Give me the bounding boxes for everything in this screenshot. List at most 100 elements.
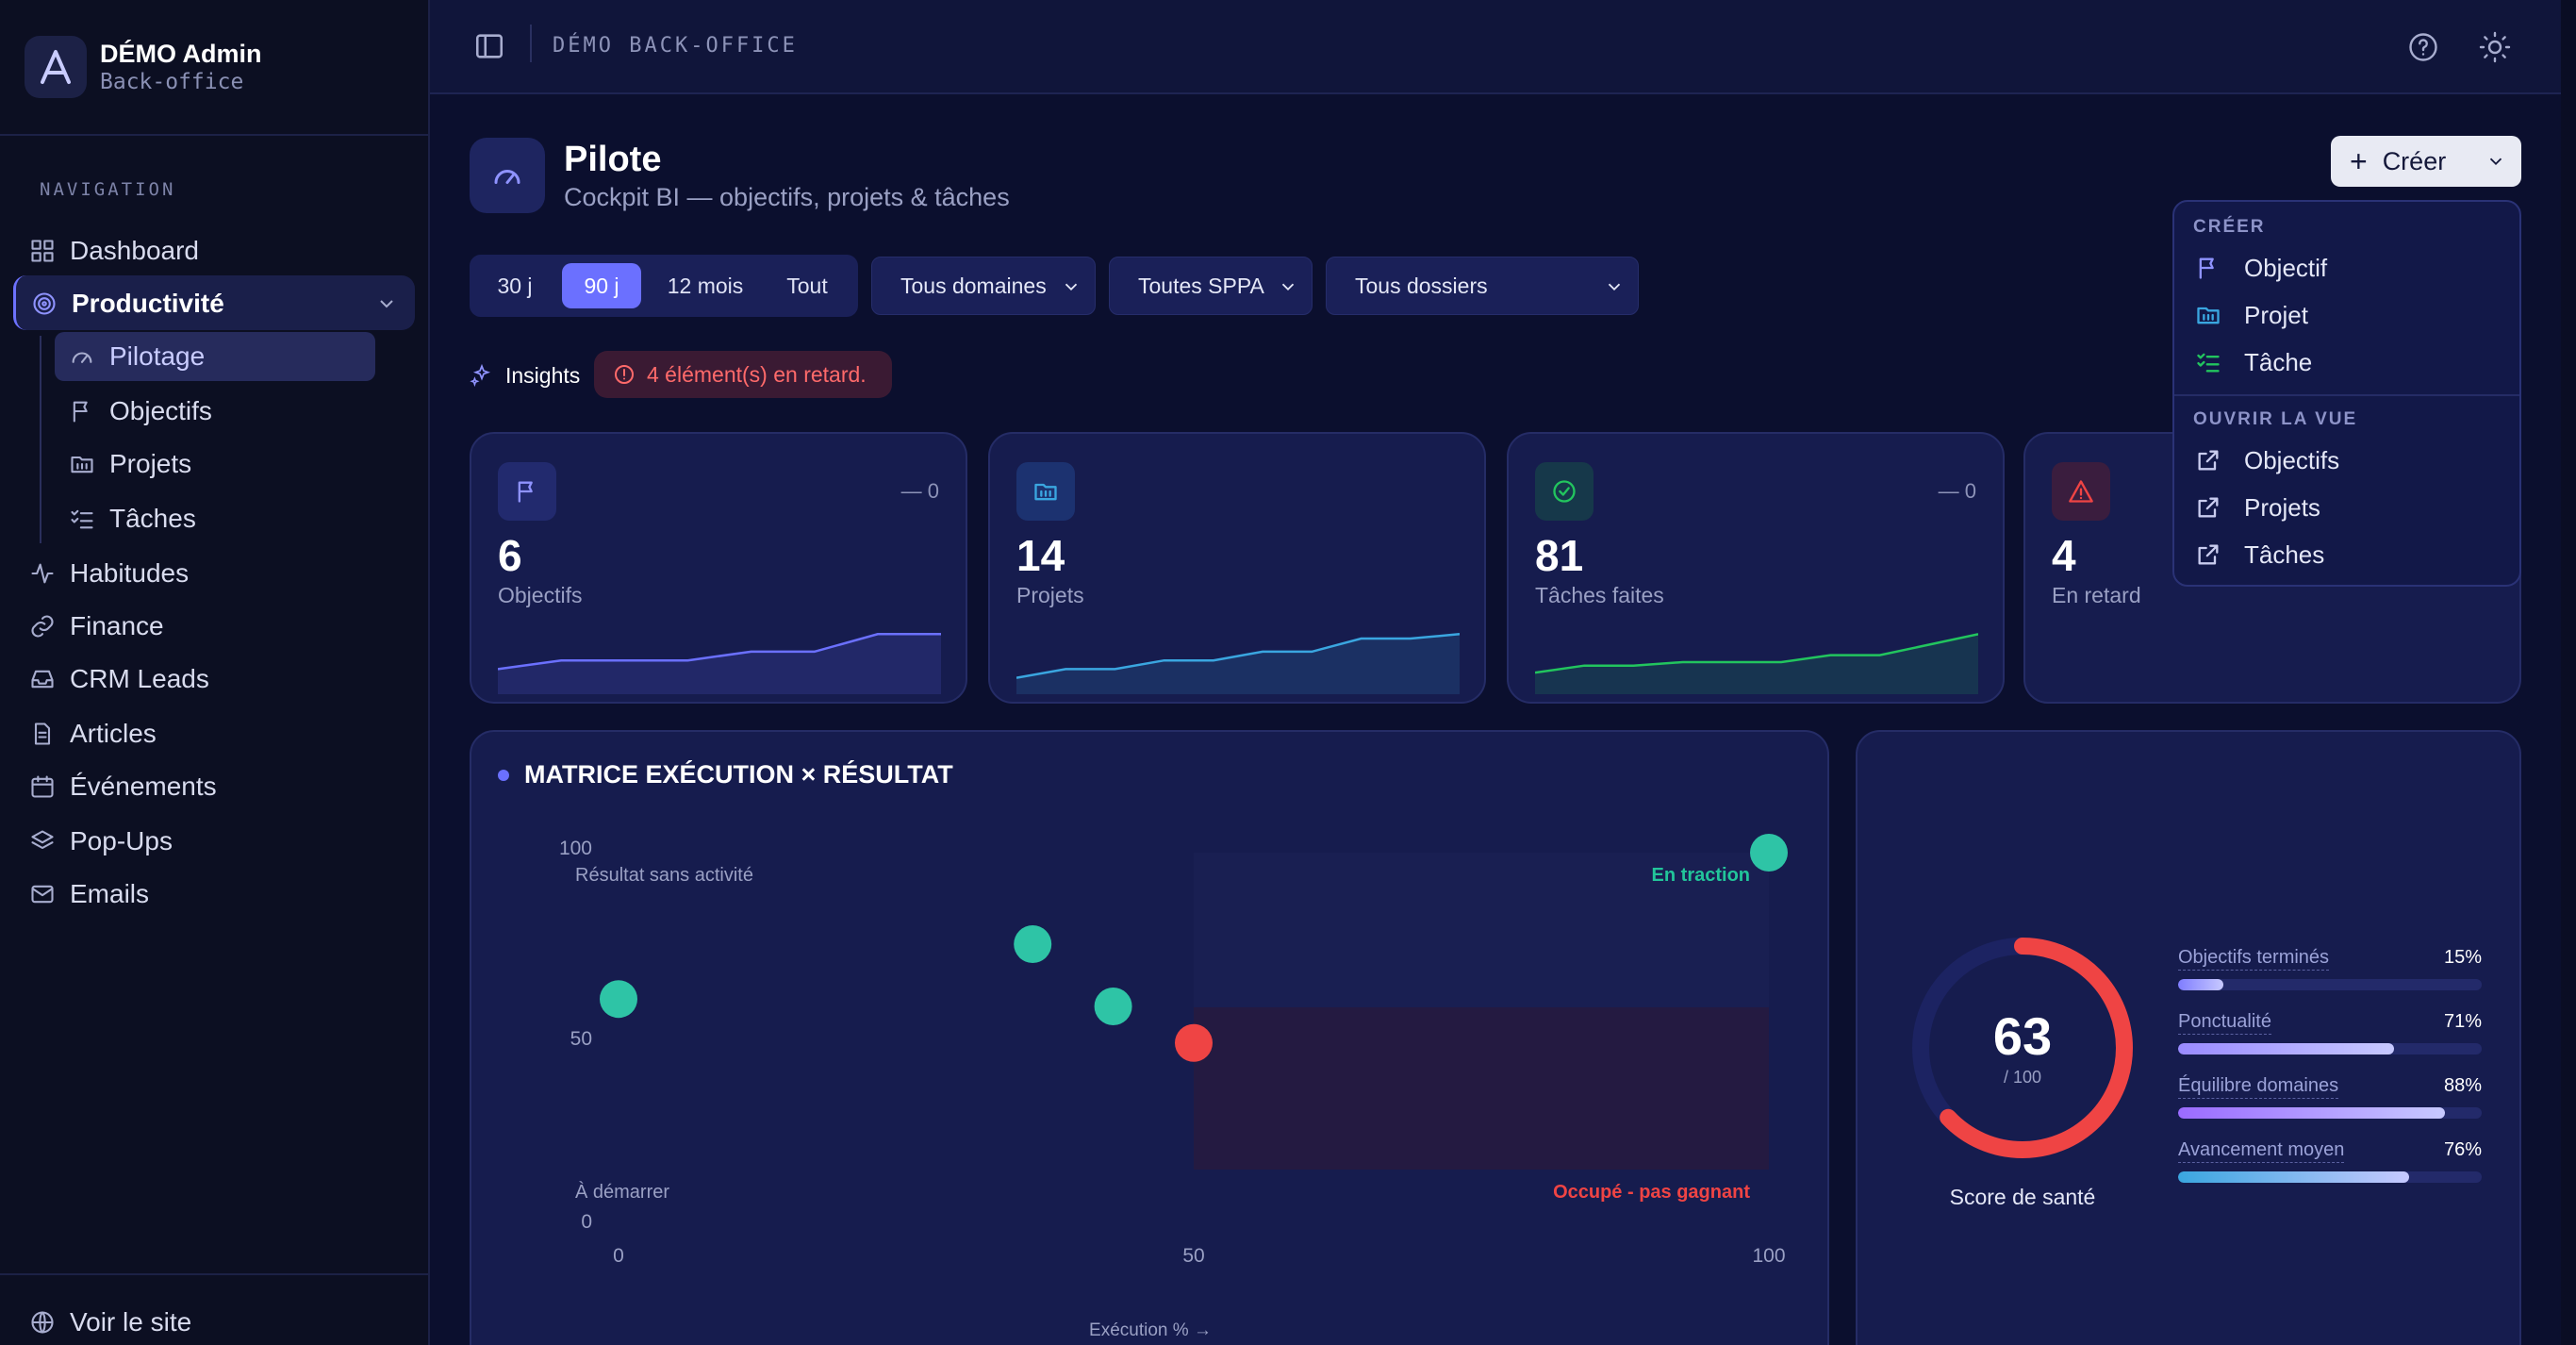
sidebar-item-label: Pop-Ups <box>70 826 173 855</box>
divider <box>0 134 430 136</box>
folder-icon <box>2197 307 2220 324</box>
menu-item-create-tache[interactable]: Tâche <box>2195 343 2312 381</box>
overdue-alert-badge[interactable]: 4 élément(s) en retard. <box>594 351 892 398</box>
menu-item-open-taches[interactable]: Tâches <box>2195 536 2324 573</box>
x-tick-label: 100 <box>1752 1245 1785 1267</box>
matrix-card: Résultat sans activité En traction À dém… <box>470 730 1829 1345</box>
sidebar-item-objectifs[interactable]: Objectifs <box>68 387 212 436</box>
sidebar-group-productivite[interactable]: Productivité <box>30 279 224 328</box>
globe-icon <box>28 1308 57 1337</box>
target-icon <box>30 290 58 318</box>
period-90j[interactable]: 90 j <box>562 263 641 308</box>
menu-item-open-projets[interactable]: Projets <box>2195 489 2320 526</box>
kpi-card-taches[interactable]: — 0 81 Tâches faites <box>1507 432 2005 704</box>
sidebar-item-popups[interactable]: Pop-Ups <box>28 817 173 866</box>
domain-select-value: Tous domaines <box>900 273 1047 298</box>
overdue-alert-text: 4 élément(s) en retard. <box>647 361 867 387</box>
checklist-icon <box>2197 353 2220 373</box>
insights-label: Insights <box>505 362 581 388</box>
sun-icon[interactable] <box>2478 30 2512 64</box>
sidebar-item-emails[interactable]: Emails <box>28 870 149 919</box>
sparkline <box>498 633 941 694</box>
brand-logo <box>25 36 87 98</box>
scatter-point[interactable] <box>1094 987 1132 1025</box>
page-title: Pilote <box>564 140 662 179</box>
flag-icon <box>498 462 556 521</box>
metric-equilibre-domaines[interactable]: Équilibre domaines 88% <box>2178 1075 2482 1132</box>
metric-name: Avancement moyen <box>2178 1139 2345 1163</box>
scatter-point[interactable] <box>600 980 637 1019</box>
sidebar-item-label: Événements <box>70 772 217 801</box>
period-30j[interactable]: 30 j <box>497 273 533 298</box>
chevron-down-icon[interactable] <box>375 292 398 315</box>
page-subtitle: Cockpit BI — objectifs, projets & tâches <box>564 183 1010 211</box>
sidebar-item-dashboard[interactable]: Dashboard <box>28 226 199 275</box>
sppa-select-value: Toutes SPPA <box>1138 273 1264 298</box>
sidebar-item-crm[interactable]: CRM Leads <box>28 655 209 704</box>
folder-icon <box>1016 462 1075 521</box>
sidebar-item-label: Objectifs <box>109 396 212 425</box>
dropdown-section-create: CRÉER <box>2193 217 2266 237</box>
metric-avancement-moyen[interactable]: Avancement moyen 76% <box>2178 1139 2482 1196</box>
period-tout[interactable]: Tout <box>786 273 828 298</box>
metric-value: 76% <box>2443 1139 2482 1160</box>
insights[interactable]: Insights <box>470 358 580 392</box>
metric-ponctualite[interactable]: Ponctualité 71% <box>2178 1011 2482 1068</box>
nav-section-title: NAVIGATION <box>40 179 176 200</box>
menu-item-create-objectif[interactable]: Objectif <box>2195 249 2327 287</box>
sidebar-toggle-icon[interactable] <box>473 30 505 62</box>
domain-select[interactable]: Tous domaines <box>871 257 1096 315</box>
kpi-value: 14 <box>1016 531 1065 580</box>
menu-item-open-objectifs[interactable]: Objectifs <box>2195 441 2339 479</box>
chevron-down-icon <box>1281 283 1295 291</box>
checklist-icon <box>68 505 96 533</box>
menu-item-create-projet[interactable]: Projet <box>2195 296 2308 334</box>
topbar-title: DÉMO BACK-OFFICE <box>553 34 798 58</box>
scatter-point[interactable] <box>1014 925 1052 963</box>
kpi-card-objectifs[interactable]: — 0 6 Objectifs <box>470 432 967 704</box>
sidebar-item-taches[interactable]: Tâches <box>68 494 196 543</box>
view-site-link[interactable]: Voir le site <box>28 1298 191 1345</box>
matrix-title: MATRICE EXÉCUTION × RÉSULTAT <box>498 760 953 789</box>
menu-item-label: Objectif <box>2244 253 2328 282</box>
scatter-point[interactable] <box>1750 834 1788 872</box>
sppa-select[interactable]: Toutes SPPA <box>1109 257 1313 315</box>
chevron-down-icon <box>1608 283 1621 291</box>
sidebar-item-habitudes[interactable]: Habitudes <box>28 549 189 598</box>
sidebar-item-articles[interactable]: Articles <box>28 709 157 758</box>
scrollbar[interactable] <box>2561 0 2576 1345</box>
metric-name: Équilibre domaines <box>2178 1075 2339 1099</box>
sparkline-area <box>1535 634 1978 694</box>
create-dropdown-menu: CRÉER Objectif Projet Tâche OUVRIR LA VU… <box>2172 200 2521 587</box>
quadrant-label-bottom-right: Occupé - pas gagnant <box>1553 1182 1750 1203</box>
folder-icon <box>68 450 96 478</box>
dossiers-select[interactable]: Tous dossiers <box>1326 257 1639 315</box>
mail-icon <box>28 880 57 908</box>
x-tick-label: 50 <box>1182 1245 1204 1267</box>
y-tick-label: 100 <box>559 838 592 859</box>
sidebar-item-pilotage[interactable]: Pilotage <box>68 332 205 381</box>
kpi-card-projets[interactable]: 14 Projets <box>988 432 1486 704</box>
plus-icon: + <box>2350 144 2368 178</box>
sidebar-item-label: Finance <box>70 611 164 640</box>
brand[interactable]: DÉMO Admin Back-office <box>25 36 402 98</box>
period-12mois[interactable]: 12 mois <box>667 273 744 298</box>
scatter-point[interactable] <box>1175 1023 1213 1062</box>
kpi-value: 6 <box>498 531 522 580</box>
y-tick-label: 0 <box>581 1211 592 1233</box>
brand-name: DÉMO Admin <box>100 40 262 68</box>
sidebar-item-finance[interactable]: Finance <box>28 602 164 651</box>
title-dot <box>498 769 509 781</box>
sidebar-item-projets[interactable]: Projets <box>68 440 191 489</box>
help-icon[interactable] <box>2406 30 2440 64</box>
sparkline-line <box>498 633 941 671</box>
metric-bar-fill <box>2178 1171 2409 1183</box>
quadrant-label-top-right: En traction <box>1652 865 1750 886</box>
x-tick-label: 0 <box>613 1245 624 1267</box>
metric-objectifs-termines[interactable]: Objectifs terminés 15% <box>2178 947 2482 1004</box>
kpi-label: En retard <box>2052 583 2141 607</box>
create-button[interactable]: + Créer <box>2331 136 2521 187</box>
sidebar-item-evenements[interactable]: Événements <box>28 762 217 811</box>
sparkline-line <box>1016 633 1460 679</box>
gauge-arc <box>1912 938 2133 1158</box>
